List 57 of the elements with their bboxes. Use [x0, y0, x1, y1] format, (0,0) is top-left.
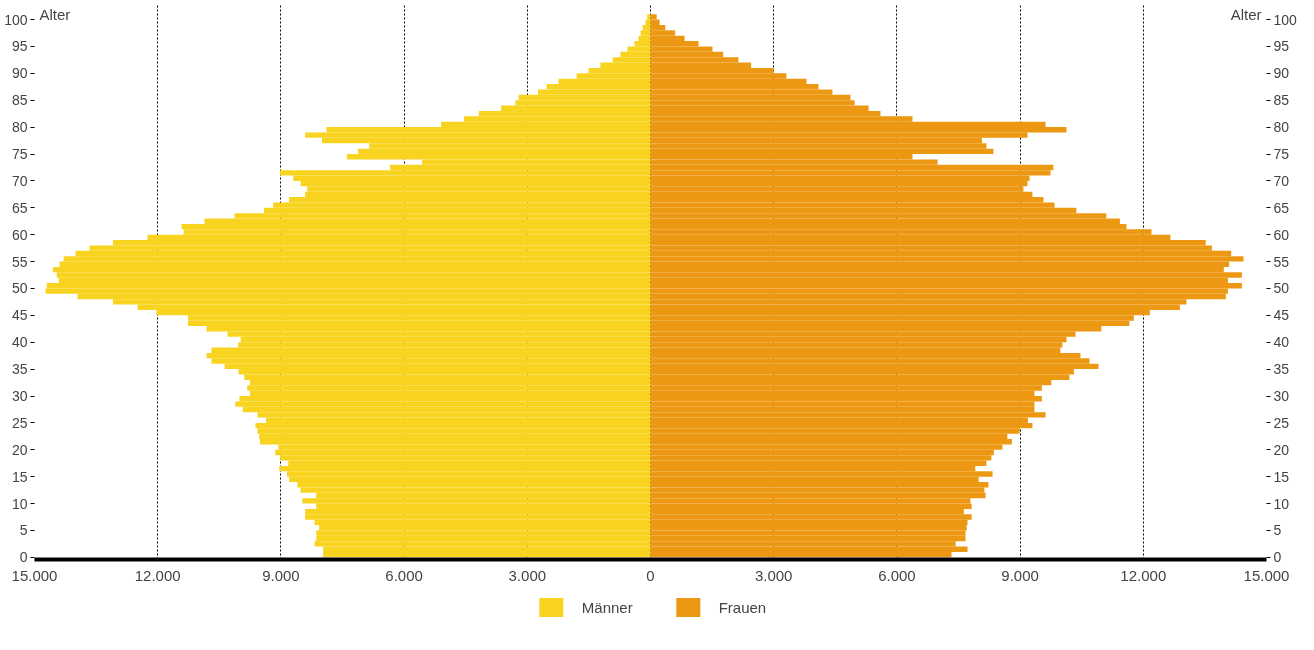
y-tick-label: 80: [11, 119, 28, 136]
category-label: 65: [1273, 199, 1290, 216]
category-label: 50: [1273, 280, 1290, 297]
y-tick-label: 85: [11, 92, 28, 109]
x-tick-label: 12.000: [134, 566, 181, 584]
category-label: 95: [1273, 38, 1290, 55]
y-axis-title: Alter: [39, 5, 71, 23]
category-label: 80: [1273, 119, 1290, 136]
x-tick-label: 3.000: [754, 566, 793, 584]
category-label: 45: [1273, 307, 1290, 324]
y-tick-label: 5: [19, 522, 28, 539]
y-tick-label: 25: [11, 414, 28, 431]
bar: [323, 551, 651, 558]
x-tick-label: 6.000: [385, 566, 423, 584]
y-tick-label: 100: [4, 11, 28, 28]
x-tick-label: 0: [646, 566, 655, 584]
y-tick-label: 35: [11, 361, 28, 378]
y-tick-label: 40: [11, 334, 28, 351]
category-label: 55: [1273, 253, 1290, 270]
category-label: 30: [1273, 388, 1290, 405]
x-tick-label: 12.000: [1120, 566, 1167, 584]
x-tick-label: 9.000: [1001, 566, 1039, 584]
x-tick-label: 3.000: [508, 566, 547, 584]
y-tick-label: 95: [11, 38, 28, 55]
legend-label: Frauen: [718, 598, 767, 616]
category-label: 90: [1273, 65, 1290, 82]
category-label: 25: [1273, 414, 1290, 431]
category-label: 60: [1273, 226, 1290, 243]
category-label: 85: [1273, 92, 1290, 109]
category-label: 70: [1273, 172, 1290, 189]
y-tick-label: 50: [11, 280, 28, 297]
y-tick-label: 20: [11, 441, 28, 458]
x-tick-label: 15.000: [1243, 566, 1290, 584]
y-tick-label: 45: [11, 307, 28, 324]
legend-label: Männer: [581, 598, 633, 616]
x-tick-label: 9.000: [262, 566, 300, 584]
y-tick-label: 90: [11, 65, 28, 82]
y2-axis-title: Alter: [1230, 5, 1262, 23]
x-tick-label: 15.000: [11, 566, 58, 584]
category-label: 40: [1273, 334, 1290, 351]
category-label: 15: [1273, 468, 1290, 485]
category-label: 50: [1273, 522, 1282, 566]
category-label: 75: [1273, 146, 1290, 163]
category-label: 35: [1273, 361, 1290, 378]
y-tick-label: 70: [11, 172, 28, 189]
y-tick-label: 10: [11, 495, 28, 512]
y-tick-label: 55: [11, 253, 28, 270]
y-tick-label: 30: [11, 388, 28, 405]
category-label: 20: [1273, 441, 1290, 458]
category-label: 100: [1273, 11, 1297, 28]
x-tick-label: 6.000: [878, 566, 916, 584]
y-tick-label: 75: [11, 146, 28, 163]
category-label: 10: [1273, 495, 1290, 512]
y-tick-label: 65: [11, 199, 28, 216]
y-tick-label: 60: [11, 226, 28, 243]
y-tick-label: 0: [19, 549, 28, 566]
y-tick-label: 15: [11, 468, 28, 485]
